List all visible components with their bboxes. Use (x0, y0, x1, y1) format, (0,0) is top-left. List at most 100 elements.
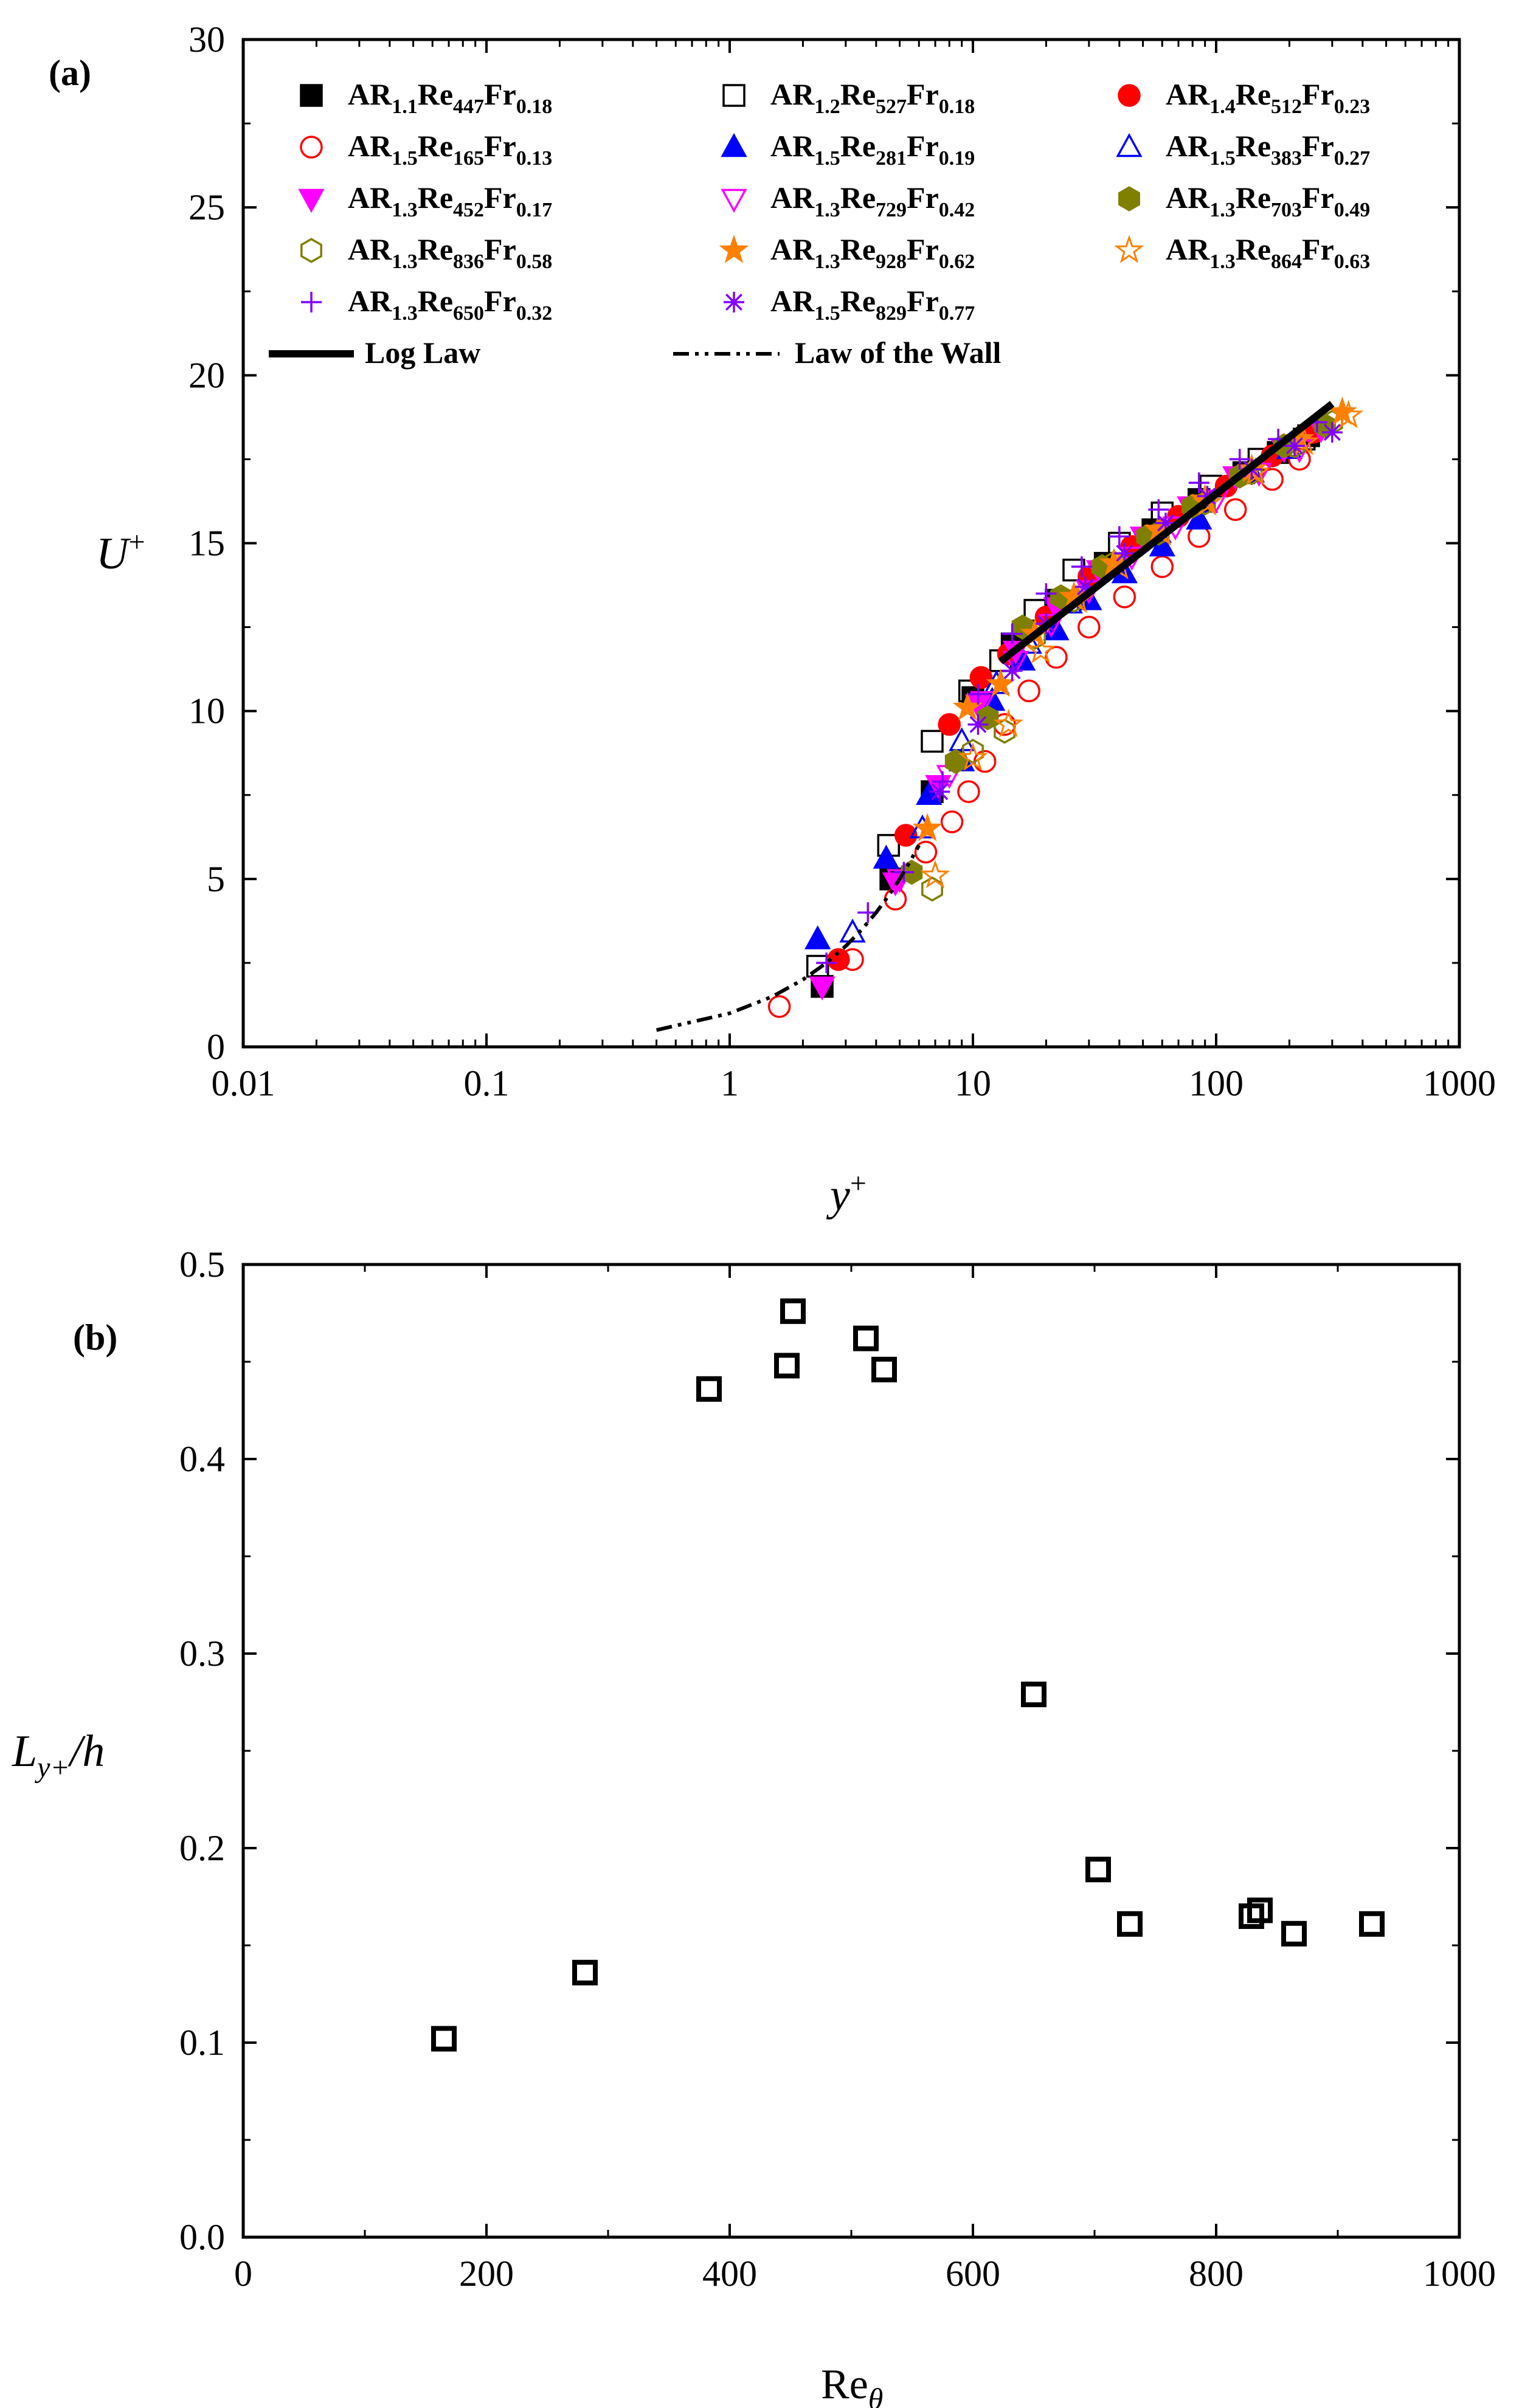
panel-b-data-point (696, 1376, 722, 1402)
panel-a-data-point (938, 713, 961, 736)
legend-item: AR1.5Re281Fr0.19 (721, 129, 975, 170)
legend-item: AR1.3Re864Fr0.63 (1114, 232, 1370, 273)
panel-b-x-tick-label: 0 (234, 2254, 252, 2294)
legend-marker (298, 188, 325, 213)
panel-a-data-layer (656, 396, 1364, 1032)
panel-a-data-point (1045, 646, 1068, 669)
panel-a-x-tick-label: 100 (1189, 1063, 1244, 1103)
panel-a-data-point (1229, 449, 1250, 470)
panel-a-data-point (993, 708, 1024, 737)
panel-b-data-point (431, 2026, 457, 2052)
panel-b-x-tick-label: 200 (459, 2254, 514, 2294)
panel-a-data-point (944, 748, 967, 774)
legend-label: AR1.3Re452Fr0.17 (348, 181, 552, 221)
legend-label: AR1.3Re836Fr0.58 (348, 232, 552, 273)
panel-a-data-point (1150, 555, 1174, 578)
legend-marker (721, 188, 747, 213)
panel-b-y-tick-label: 0.4 (179, 1439, 225, 1479)
panel-a-data-point (1025, 635, 1056, 664)
panel-a-y-tick-label: 10 (189, 691, 225, 731)
legend-item: AR1.3Re452Fr0.17 (298, 181, 552, 221)
panel-b-plot-frame (241, 1263, 1461, 2239)
panel-b-y-tick-label: 0.2 (179, 1828, 225, 1868)
legend-label: AR1.3Re864Fr0.63 (1166, 232, 1370, 273)
panel-a-x-tick-label: 0.1 (464, 1063, 510, 1103)
legend-item: AR1.5Re165Fr0.13 (300, 129, 552, 170)
legend-label: AR1.5Re383Fr0.27 (1166, 129, 1370, 170)
panel-a-series-1 (806, 427, 1316, 978)
legend-item: AR1.2Re527Fr0.18 (722, 77, 975, 118)
panel-a-data-point (921, 730, 944, 753)
panel-a-data-point (1334, 399, 1364, 429)
panel-b-data-point (1085, 1857, 1111, 1883)
legend-label: AR1.4Re512Fr0.23 (1166, 77, 1370, 118)
legend-marker (1114, 235, 1144, 263)
legend-marker (300, 84, 323, 107)
panel-b-data-point (1247, 1897, 1273, 1923)
panel-a-data-point (1321, 422, 1343, 443)
panel-b-y-tick-label: 0.5 (179, 1244, 225, 1285)
panel-b-label: (b) (73, 1317, 117, 1358)
legend-marker (1116, 133, 1143, 157)
panel-a-ticks: 0.01 0.1 1 10 100 1000 0 5 10 15 20 25 30 (189, 19, 1496, 1103)
panel-a-data-point (1002, 623, 1023, 644)
panel-b-data-point (1281, 1920, 1307, 1947)
legend-label: AR1.2Re527Fr0.18 (770, 77, 975, 118)
panel-a-data-point (1114, 543, 1135, 564)
panel-a-data-point (920, 860, 950, 889)
panel-b-ticks: 0 200 400 600 800 1000 0.0 0.1 0.2 0.3 0.4 0.5 (179, 1244, 1496, 2294)
legend-label: AR1.5Re281Fr0.19 (770, 129, 975, 170)
panel-a-data-point (1284, 435, 1305, 457)
panel-a-data-point (1036, 583, 1057, 604)
panel-a-series-12 (816, 412, 1327, 973)
legend-label: AR1.3Re928Fr0.62 (770, 232, 975, 273)
legend-item: AR1.5Re383Fr0.27 (1116, 129, 1370, 170)
panel-a-data-point (816, 952, 837, 973)
legend-label: AR1.5Re165Fr0.13 (348, 129, 552, 170)
legend-item: AR1.5Re829Fr0.77 (724, 284, 975, 325)
panel-a-data-point (986, 668, 1016, 697)
panel-a-data-point (914, 840, 938, 864)
panel-a-data-point (912, 813, 943, 841)
panel-a-data-point (894, 824, 918, 847)
legend-law-of-the-wall-label: Law of the Wall (795, 336, 1001, 370)
panel-a-series-13 (929, 422, 1343, 802)
panel-a-data-point (957, 780, 980, 803)
panel-a-data-point (841, 948, 864, 971)
panel-a-data-point (967, 714, 989, 735)
panel-a-data-point (952, 692, 983, 721)
panel-b-x-axis-label: Reθ (821, 2361, 883, 2408)
panel-b-data-point (780, 1298, 806, 1324)
panel-a-series-10 (912, 396, 1357, 841)
panel-a-data-point (929, 781, 950, 802)
legend-item: AR1.3Re703Fr0.49 (1118, 181, 1370, 221)
panel-a-data-point (967, 684, 989, 705)
panel-a-y-tick-label: 5 (207, 859, 225, 899)
panel-b-y-axis-label: Ly+/h (12, 1727, 105, 1784)
panel-a-y-tick-label: 30 (189, 19, 225, 60)
panel-a-x-tick-label: 1 (721, 1063, 739, 1103)
panel-a-data-point (1149, 532, 1175, 557)
panel-a-data-point (916, 781, 943, 805)
panel-a-data-point (1109, 526, 1130, 547)
legend-item: AR1.3Re836Fr0.58 (300, 232, 552, 273)
panel-a-data-point (940, 810, 964, 833)
panel-a-series-11 (920, 399, 1364, 889)
panel-a-y-tick-label: 15 (189, 523, 225, 564)
legend-marker (722, 84, 746, 107)
legend-marker (300, 238, 322, 263)
panel-a-data-point (809, 976, 835, 1001)
panel-b-data-point (572, 1959, 598, 1985)
law-of-the-wall-line (656, 844, 921, 1032)
panel-b-x-tick-label: 800 (1189, 2254, 1244, 2294)
panel-a-series-9 (921, 409, 1343, 902)
panel-a-data-point (1192, 487, 1223, 516)
panel-b-y-tick-label: 0.3 (179, 1634, 225, 1674)
panel-a-data-point (1071, 556, 1092, 578)
panel-a-x-tick-label: 10 (955, 1063, 991, 1103)
panel-a-data-point (804, 925, 831, 950)
panel-b-data-point (1117, 1911, 1143, 1937)
panel-b-data-point (1359, 1911, 1385, 1937)
